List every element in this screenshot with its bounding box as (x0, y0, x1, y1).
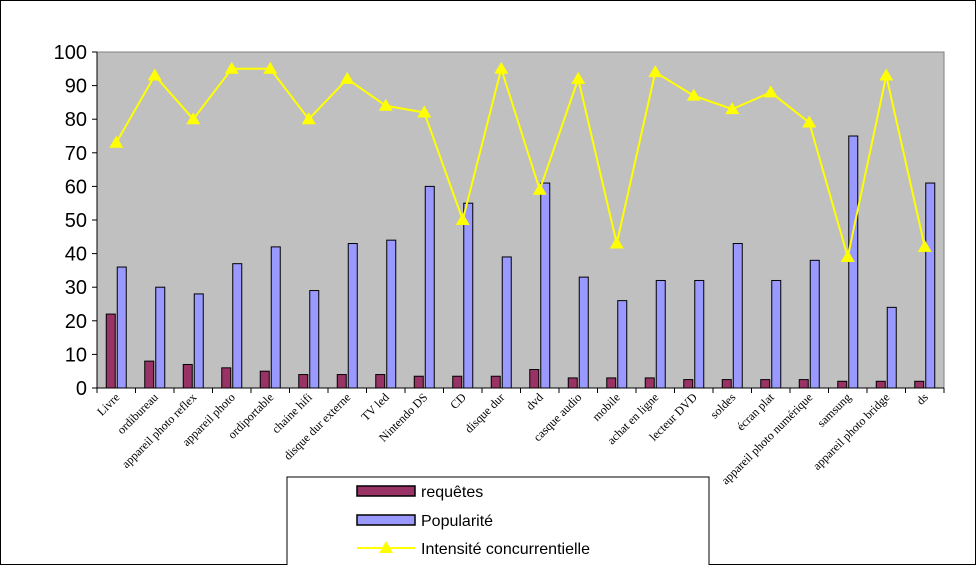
point-intensite-concurrentielle (648, 65, 663, 78)
bar-popularite (193, 293, 204, 389)
bar-popularite (270, 246, 281, 389)
x-category-label: disque dur (462, 390, 507, 435)
y-tick-label: 0 (76, 378, 87, 400)
bar-popularite (848, 135, 859, 389)
bar-requetes (721, 379, 732, 389)
bar-requetes (837, 380, 848, 389)
line-intensite-concurrentielle (115, 65, 926, 258)
bar-popularite (232, 263, 243, 389)
legend-swatch-requetes (356, 485, 416, 497)
y-tick-label: 80 (65, 109, 87, 131)
point-intensite-concurrentielle (147, 68, 162, 81)
x-category-label: mobile (589, 390, 622, 423)
point-intensite-concurrentielle (263, 61, 278, 74)
point-intensite-concurrentielle (571, 71, 586, 84)
bar-requetes (760, 379, 771, 389)
point-intensite-concurrentielle (301, 112, 316, 125)
y-tick-label: 70 (65, 143, 87, 165)
x-category-label: TV led (358, 390, 392, 424)
bar-requetes (413, 375, 424, 389)
bar-popularite (925, 182, 936, 389)
point-intensite-concurrentielle (494, 61, 509, 74)
bar-requetes (875, 380, 886, 389)
legend-label: requêtes (421, 484, 483, 501)
bar-requetes (375, 374, 386, 389)
point-intensite-concurrentielle (109, 135, 124, 148)
point-intensite-concurrentielle (725, 102, 740, 115)
legend-swatch-popularite (356, 514, 416, 526)
y-tick-label: 30 (65, 277, 87, 299)
bar-popularite (116, 266, 127, 389)
point-intensite-concurrentielle (802, 115, 817, 128)
bar-popularite (347, 243, 358, 389)
bar-requetes (259, 370, 270, 389)
bar-popularite (424, 185, 435, 389)
y-tick-label: 90 (65, 76, 87, 98)
bar-requetes (105, 313, 116, 389)
legend-swatch-marker (379, 541, 393, 553)
point-intensite-concurrentielle (186, 112, 201, 125)
bar-requetes (452, 375, 463, 389)
bar-requetes (644, 377, 655, 389)
y-tick-label: 20 (65, 311, 87, 333)
x-category-label: CD (447, 390, 469, 412)
bar-requetes (529, 369, 540, 389)
bar-requetes (298, 374, 309, 389)
bar-requetes (683, 379, 694, 389)
point-intensite-concurrentielle (224, 61, 239, 74)
y-tick-label: 10 (65, 344, 87, 366)
bar-popularite (617, 300, 628, 389)
y-tick-label: 50 (65, 210, 87, 232)
bar-popularite (155, 286, 166, 389)
point-intensite-concurrentielle (686, 88, 701, 101)
bar-popularite (655, 279, 666, 389)
bar-popularite (732, 243, 743, 389)
point-intensite-concurrentielle (455, 213, 470, 225)
bar-requetes (567, 377, 578, 389)
point-intensite-concurrentielle (879, 68, 894, 81)
bar-requetes (336, 374, 347, 389)
y-tick-label: 60 (65, 176, 87, 198)
x-category-label: Livre (94, 390, 122, 418)
bar-requetes (914, 380, 925, 389)
bar-popularite (386, 239, 397, 389)
y-tick-label: 100 (54, 42, 87, 64)
y-tick-label: 40 (65, 244, 87, 266)
bar-popularite (694, 279, 705, 389)
x-category-label: ds (913, 390, 931, 408)
x-category-label: dvd (523, 390, 546, 413)
point-intensite-concurrentielle (609, 236, 624, 249)
bar-popularite (501, 256, 512, 389)
bar-requetes (182, 363, 193, 389)
bar-popularite (578, 276, 589, 389)
legend-label: Popularité (421, 513, 493, 530)
bar-popularite (540, 182, 551, 389)
x-category-label: soldes (707, 390, 738, 421)
bar-popularite (809, 259, 820, 389)
point-intensite-concurrentielle (763, 85, 778, 98)
point-intensite-concurrentielle (417, 105, 432, 118)
bar-popularite (886, 306, 897, 389)
bar-popularite (771, 279, 782, 389)
bar-requetes (490, 375, 501, 389)
bar-requetes (144, 360, 155, 389)
x-category-label: disque dur externe (281, 390, 354, 463)
point-intensite-concurrentielle (917, 239, 932, 252)
bar-popularite (463, 202, 474, 389)
point-intensite-concurrentielle (840, 249, 855, 262)
bar-requetes (606, 377, 617, 389)
bar-requetes (798, 379, 809, 389)
point-intensite-concurrentielle (340, 71, 355, 84)
point-intensite-concurrentielle (378, 98, 393, 111)
bar-popularite (309, 290, 320, 389)
bar-requetes (221, 367, 232, 389)
legend-label: Intensité concurrentielle (421, 541, 590, 558)
point-intensite-concurrentielle (532, 182, 547, 195)
